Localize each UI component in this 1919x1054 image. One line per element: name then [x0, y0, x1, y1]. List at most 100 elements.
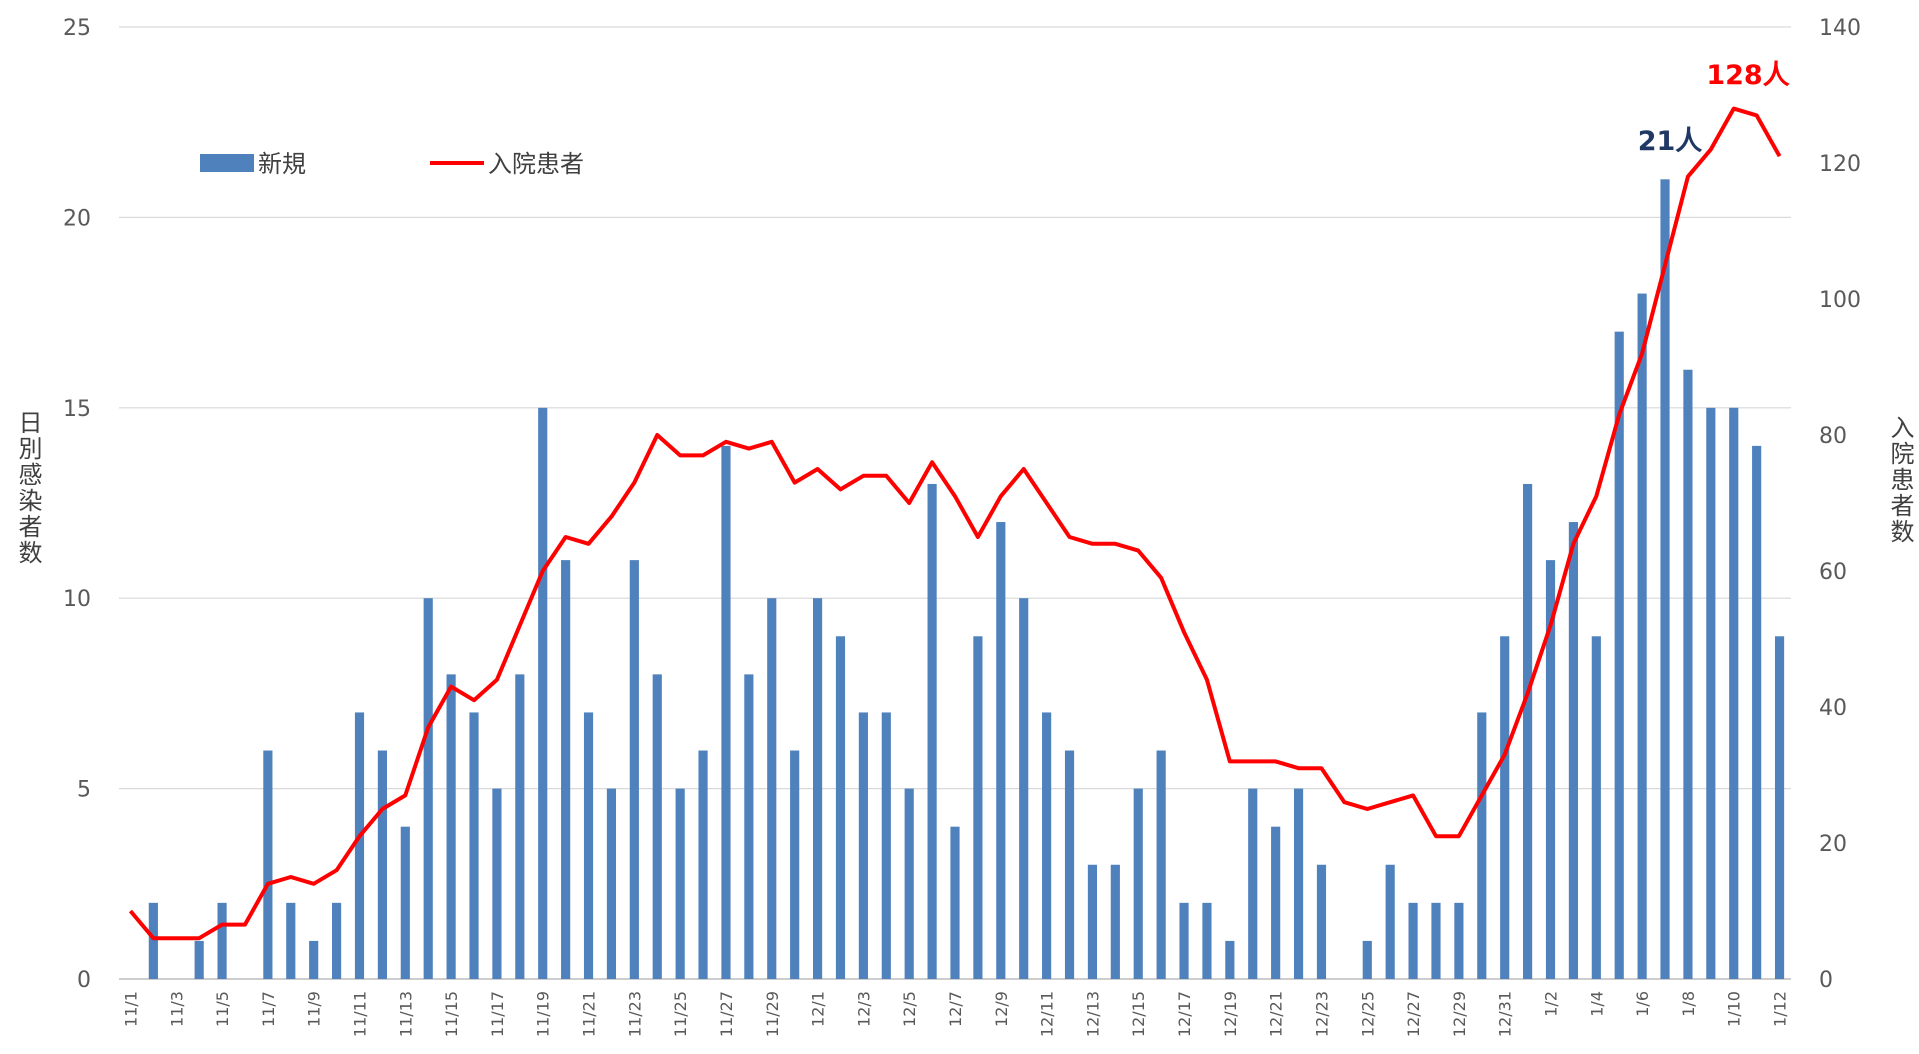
x-tick-label: 12/9 — [992, 991, 1011, 1027]
x-tick-label: 11/17 — [488, 991, 507, 1037]
bar — [881, 712, 891, 979]
x-tick-label: 12/17 — [1175, 991, 1194, 1037]
bar — [973, 636, 983, 979]
bar — [1614, 331, 1624, 979]
bar — [1133, 788, 1143, 979]
x-tick-label: 12/25 — [1358, 991, 1377, 1037]
x-tick-label: 12/11 — [1038, 991, 1057, 1037]
y-axis-label: 日別感染者数 — [14, 410, 42, 566]
legend-label: 新規 — [258, 150, 306, 178]
bar — [721, 445, 731, 979]
x-tick-label: 11/5 — [213, 991, 232, 1027]
bar — [1293, 788, 1304, 979]
x-tick-label: 11/25 — [671, 991, 690, 1037]
x-tick-label: 12/19 — [1221, 991, 1240, 1037]
x-tick-label: 12/3 — [854, 991, 873, 1027]
x-tick-label: 12/13 — [1083, 991, 1102, 1037]
bar — [1774, 636, 1785, 979]
x-tick-label: 11/19 — [534, 991, 553, 1037]
y2-tick-label: 0 — [1819, 968, 1833, 993]
x-tick-label: 12/21 — [1267, 991, 1286, 1037]
bar — [1156, 750, 1166, 979]
bar — [377, 750, 387, 979]
bar — [492, 788, 502, 979]
y-tick-label: 15 — [63, 397, 91, 422]
bar — [1637, 293, 1647, 979]
bar — [1706, 407, 1716, 979]
x-tick-label: 11/1 — [121, 991, 140, 1027]
bar — [812, 598, 823, 979]
y2-tick-label: 80 — [1819, 424, 1847, 449]
bar — [1683, 369, 1693, 980]
bar — [1431, 902, 1441, 979]
bar — [1042, 712, 1052, 979]
x-tick-label: 12/23 — [1312, 991, 1331, 1037]
x-tick-label: 12/27 — [1404, 991, 1423, 1037]
x-tick-label: 11/11 — [350, 991, 369, 1037]
bar — [1729, 407, 1739, 979]
x-tick-label: 11/23 — [625, 991, 644, 1037]
bar — [583, 712, 594, 979]
bar — [835, 636, 846, 979]
bar — [1454, 902, 1464, 979]
bar — [744, 674, 754, 979]
bar — [286, 902, 296, 979]
bar — [400, 826, 410, 979]
bar — [1362, 940, 1372, 979]
x-tick-label: 11/15 — [442, 991, 461, 1037]
bar — [194, 940, 204, 979]
bar — [652, 674, 662, 979]
bar — [675, 788, 685, 979]
legend-swatch — [200, 154, 254, 172]
bar — [309, 940, 319, 979]
bar — [698, 750, 708, 979]
x-tick-label: 12/5 — [900, 991, 919, 1027]
bar — [858, 712, 868, 979]
bar — [263, 750, 273, 979]
x-tick-label: 11/7 — [259, 991, 278, 1027]
bar — [1179, 902, 1189, 979]
y-tick-label: 10 — [63, 587, 91, 612]
x-tick-label: 1/8 — [1679, 991, 1698, 1017]
x-tick-label: 11/9 — [305, 991, 324, 1027]
bar — [354, 712, 365, 979]
bar — [332, 902, 342, 979]
bar — [904, 788, 914, 979]
line — [128, 106, 1782, 941]
bar — [423, 598, 433, 979]
bar — [996, 522, 1006, 979]
bar — [1202, 902, 1212, 979]
bar — [538, 407, 548, 979]
bar — [469, 712, 479, 979]
y2-tick-label: 40 — [1819, 696, 1847, 721]
x-tick-label: 1/12 — [1771, 991, 1790, 1027]
y2-tick-label: 120 — [1819, 152, 1861, 177]
bar — [1660, 179, 1670, 979]
x-tick-label: 11/3 — [167, 991, 186, 1027]
bar — [1752, 445, 1762, 979]
bar — [1477, 712, 1487, 979]
bar — [629, 560, 639, 979]
y2-axis-label: 入院患者数 — [1886, 415, 1914, 545]
bar — [790, 750, 800, 979]
x-tick-label: 12/1 — [809, 991, 828, 1027]
x-tick-label: 1/6 — [1633, 991, 1652, 1017]
bar — [1225, 940, 1235, 979]
y2-tick-label: 60 — [1819, 560, 1847, 585]
bar — [446, 674, 456, 979]
bar — [1064, 750, 1075, 979]
y2-tick-label: 100 — [1819, 288, 1861, 313]
bar — [1568, 522, 1578, 979]
y2-tick-label: 140 — [1819, 16, 1861, 41]
bar — [927, 483, 937, 979]
bar — [1545, 560, 1556, 979]
bar — [217, 902, 227, 979]
bar — [950, 826, 960, 979]
bar — [1019, 598, 1029, 979]
x-tick-label: 1/2 — [1542, 991, 1561, 1017]
bar — [561, 560, 571, 979]
annotation: 128人 — [1706, 60, 1789, 91]
y-tick-label: 20 — [63, 206, 91, 231]
bar — [767, 598, 777, 979]
